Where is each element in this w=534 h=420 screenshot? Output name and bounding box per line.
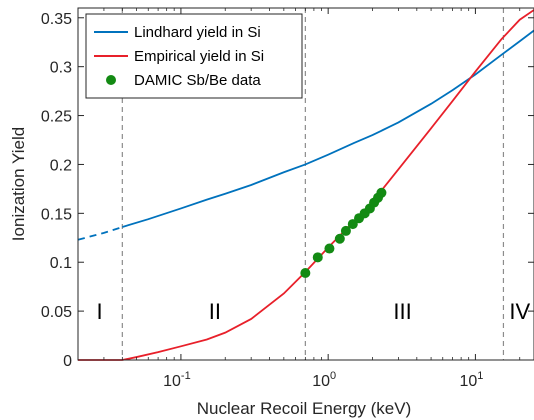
legend: Lindhard yield in Si Empirical yield in …	[85, 13, 303, 99]
x-tick-label: 101	[459, 370, 483, 390]
data-point	[347, 219, 358, 230]
legend-label-damic: DAMIC Sb/Be data	[134, 72, 261, 89]
x-tick-label: 100	[312, 370, 336, 390]
region-label-3: IV	[509, 299, 530, 324]
y-axis-title: Ionization Yield	[9, 127, 28, 241]
plot-frame	[77, 7, 534, 361]
x-tick-label: 10-1	[163, 370, 191, 390]
region-label-1: II	[209, 299, 221, 324]
series-line-0	[122, 29, 534, 228]
x-axis-title: Nuclear Recoil Energy (keV)	[197, 399, 411, 418]
y-tick-label: 0.25	[41, 109, 72, 126]
data-point	[300, 267, 311, 278]
y-tick-label: 0.2	[50, 157, 72, 174]
y-tick-label: 0.15	[41, 206, 72, 223]
data-markers	[300, 187, 387, 278]
y-tick-label: 0.3	[50, 60, 72, 77]
y-tick-label: 0	[63, 353, 72, 370]
legend-swatch-damic	[106, 75, 116, 85]
data-point	[312, 252, 323, 263]
data-point	[334, 233, 345, 244]
y-tick-label: 0.1	[50, 255, 72, 272]
data-point	[376, 187, 387, 198]
x-tick-exponent: -1	[181, 370, 191, 382]
y-tick-label: 0.35	[41, 11, 72, 28]
data-point	[340, 225, 351, 236]
x-tick-exponent: 0	[330, 370, 336, 382]
legend-label-empirical: Empirical yield in Si	[134, 48, 264, 65]
region-labels: I II III IV	[96, 299, 530, 324]
y-axis-ticks: 0 0.05 0.1 0.15 0.2 0.25 0.3 0.35	[41, 11, 534, 370]
x-tick-exponent: 1	[477, 370, 483, 382]
legend-label-lindhard: Lindhard yield in Si	[134, 24, 261, 41]
x-axis-ticks: 10-1 100 101	[77, 8, 521, 390]
region-label-2: III	[393, 299, 411, 324]
region-label-0: I	[96, 299, 102, 324]
y-tick-label: 0.05	[41, 304, 72, 321]
data-point	[324, 243, 335, 254]
series-line-0-dashed	[77, 226, 123, 241]
